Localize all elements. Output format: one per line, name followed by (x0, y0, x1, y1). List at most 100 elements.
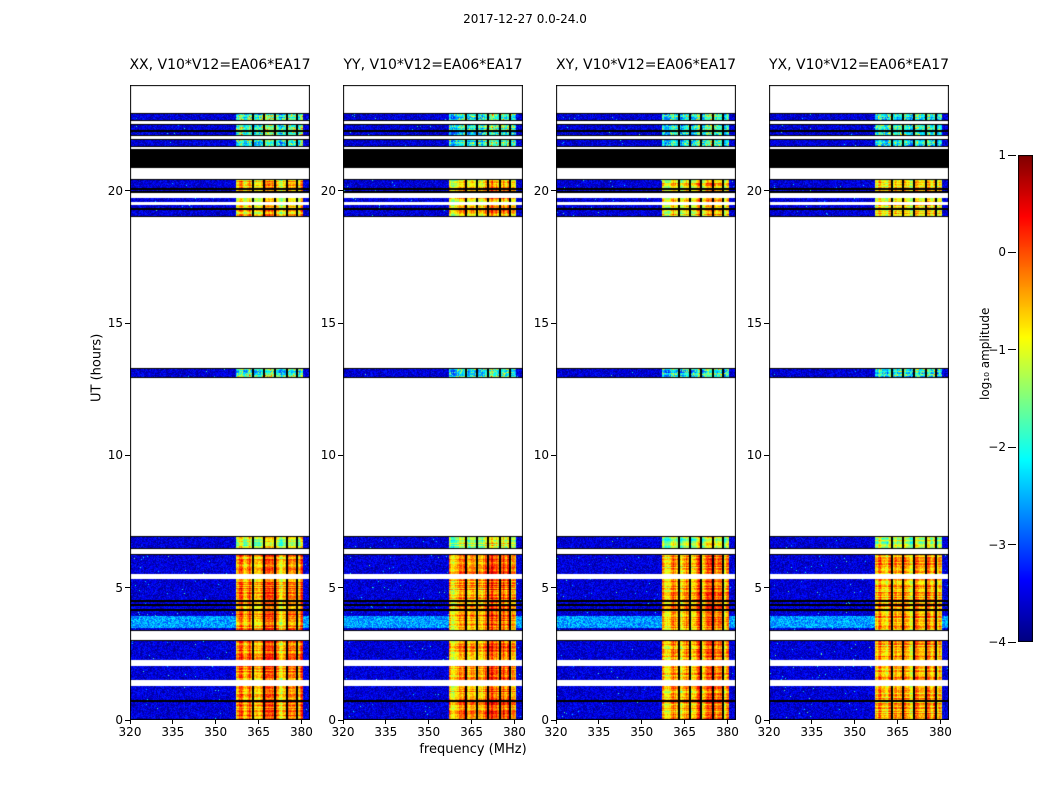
x-tick-label: 320 (757, 725, 781, 739)
y-tick (551, 190, 556, 192)
y-tick-label: 10 (746, 448, 762, 463)
y-tick-label: 20 (320, 183, 336, 198)
y-tick (125, 587, 130, 589)
y-tick (338, 322, 343, 324)
y-tick-label: 20 (107, 183, 123, 198)
x-tick (684, 720, 686, 724)
colorbar-tick-label: −1 (988, 342, 1006, 357)
x-tick-label: 350 (630, 725, 654, 739)
colorbar-tick (1008, 446, 1016, 448)
x-tick-label: 365 (247, 725, 271, 739)
x-tick-label: 335 (800, 725, 824, 739)
y-tick-label: 20 (746, 183, 762, 198)
y-tick (125, 719, 130, 721)
y-tick-label: 15 (533, 316, 549, 331)
x-tick (768, 720, 770, 724)
x-tick-label: 335 (587, 725, 611, 739)
spectrogram-canvas-xx (130, 85, 310, 720)
y-tick-label: 15 (746, 316, 762, 331)
panel-title-yy: YY, V10*V12=EA06*EA17 (343, 57, 523, 73)
x-tick (428, 720, 430, 724)
x-tick (172, 720, 174, 724)
x-tick-label: 350 (417, 725, 441, 739)
colorbar-tick (1008, 349, 1016, 351)
y-tick-label: 0 (115, 713, 123, 727)
panel-title-xx: XX, V10*V12=EA06*EA17 (129, 57, 311, 73)
x-tick-label: 365 (886, 725, 910, 739)
y-tick-label: 5 (541, 580, 549, 595)
y-tick-label: 20 (533, 183, 549, 198)
x-tick (513, 720, 515, 724)
figure-title: 2017-12-27 0.0-24.0 (463, 12, 587, 26)
colorbar-tick (1008, 251, 1016, 253)
x-tick (854, 720, 856, 724)
y-tick (125, 322, 130, 324)
x-tick-label: 380 (289, 725, 313, 739)
spectrogram-canvas-xy (556, 85, 736, 720)
y-tick (338, 587, 343, 589)
y-tick-label: 5 (328, 580, 336, 595)
x-tick-label: 320 (544, 725, 568, 739)
x-tick-label: 380 (928, 725, 952, 739)
y-tick (338, 190, 343, 192)
y-tick-label: 10 (320, 448, 336, 463)
y-tick (551, 587, 556, 589)
x-tick (385, 720, 387, 724)
x-tick (129, 720, 131, 724)
panel-title-yx: YX, V10*V12=EA06*EA17 (768, 57, 950, 73)
colorbar-tick (1008, 641, 1016, 643)
x-tick (726, 720, 728, 724)
y-tick (764, 454, 769, 456)
x-tick (300, 720, 302, 724)
y-tick-label: 0 (328, 713, 336, 727)
x-tick (811, 720, 813, 724)
x-axis-label: frequency (MHz) (419, 742, 527, 757)
y-tick (764, 322, 769, 324)
x-tick-label: 335 (161, 725, 185, 739)
y-tick (338, 454, 343, 456)
y-tick (764, 719, 769, 721)
colorbar-tick-label: 0 (998, 245, 1006, 260)
x-tick (939, 720, 941, 724)
y-tick (338, 719, 343, 721)
y-tick-label: 5 (754, 580, 762, 595)
x-tick-label: 320 (331, 725, 355, 739)
y-tick-label: 5 (115, 580, 123, 595)
y-tick-label: 0 (754, 713, 762, 727)
colorbar-tick-label: 1 (998, 148, 1006, 162)
colorbar-tick-label: −3 (988, 537, 1006, 552)
x-tick-label: 380 (502, 725, 526, 739)
colorbar-tick (1008, 544, 1016, 546)
colorbar-tick-label: −2 (988, 440, 1006, 455)
y-tick (764, 190, 769, 192)
x-tick-label: 320 (118, 725, 142, 739)
spectrogram-canvas-yx (769, 85, 949, 720)
panel-title-xy: XY, V10*V12=EA06*EA17 (555, 57, 737, 73)
y-tick-label: 15 (320, 316, 336, 331)
colorbar-tick-label: −4 (988, 635, 1006, 649)
x-tick (471, 720, 473, 724)
y-tick (551, 322, 556, 324)
x-tick-label: 365 (673, 725, 697, 739)
y-tick-label: 0 (541, 713, 549, 727)
colorbar (1018, 155, 1033, 642)
x-tick (897, 720, 899, 724)
y-tick (551, 454, 556, 456)
x-tick-label: 365 (460, 725, 484, 739)
y-tick-label: 10 (107, 448, 123, 463)
y-tick (551, 719, 556, 721)
y-tick-label: 10 (533, 448, 549, 463)
x-tick (641, 720, 643, 724)
x-tick-label: 380 (715, 725, 739, 739)
x-tick-label: 350 (204, 725, 228, 739)
x-tick (555, 720, 557, 724)
x-tick (342, 720, 344, 724)
y-tick (764, 587, 769, 589)
y-tick (125, 454, 130, 456)
spectrogram-canvas-yy (343, 85, 523, 720)
x-tick-label: 350 (843, 725, 867, 739)
x-tick (598, 720, 600, 724)
x-tick (258, 720, 260, 724)
x-tick-label: 335 (374, 725, 398, 739)
